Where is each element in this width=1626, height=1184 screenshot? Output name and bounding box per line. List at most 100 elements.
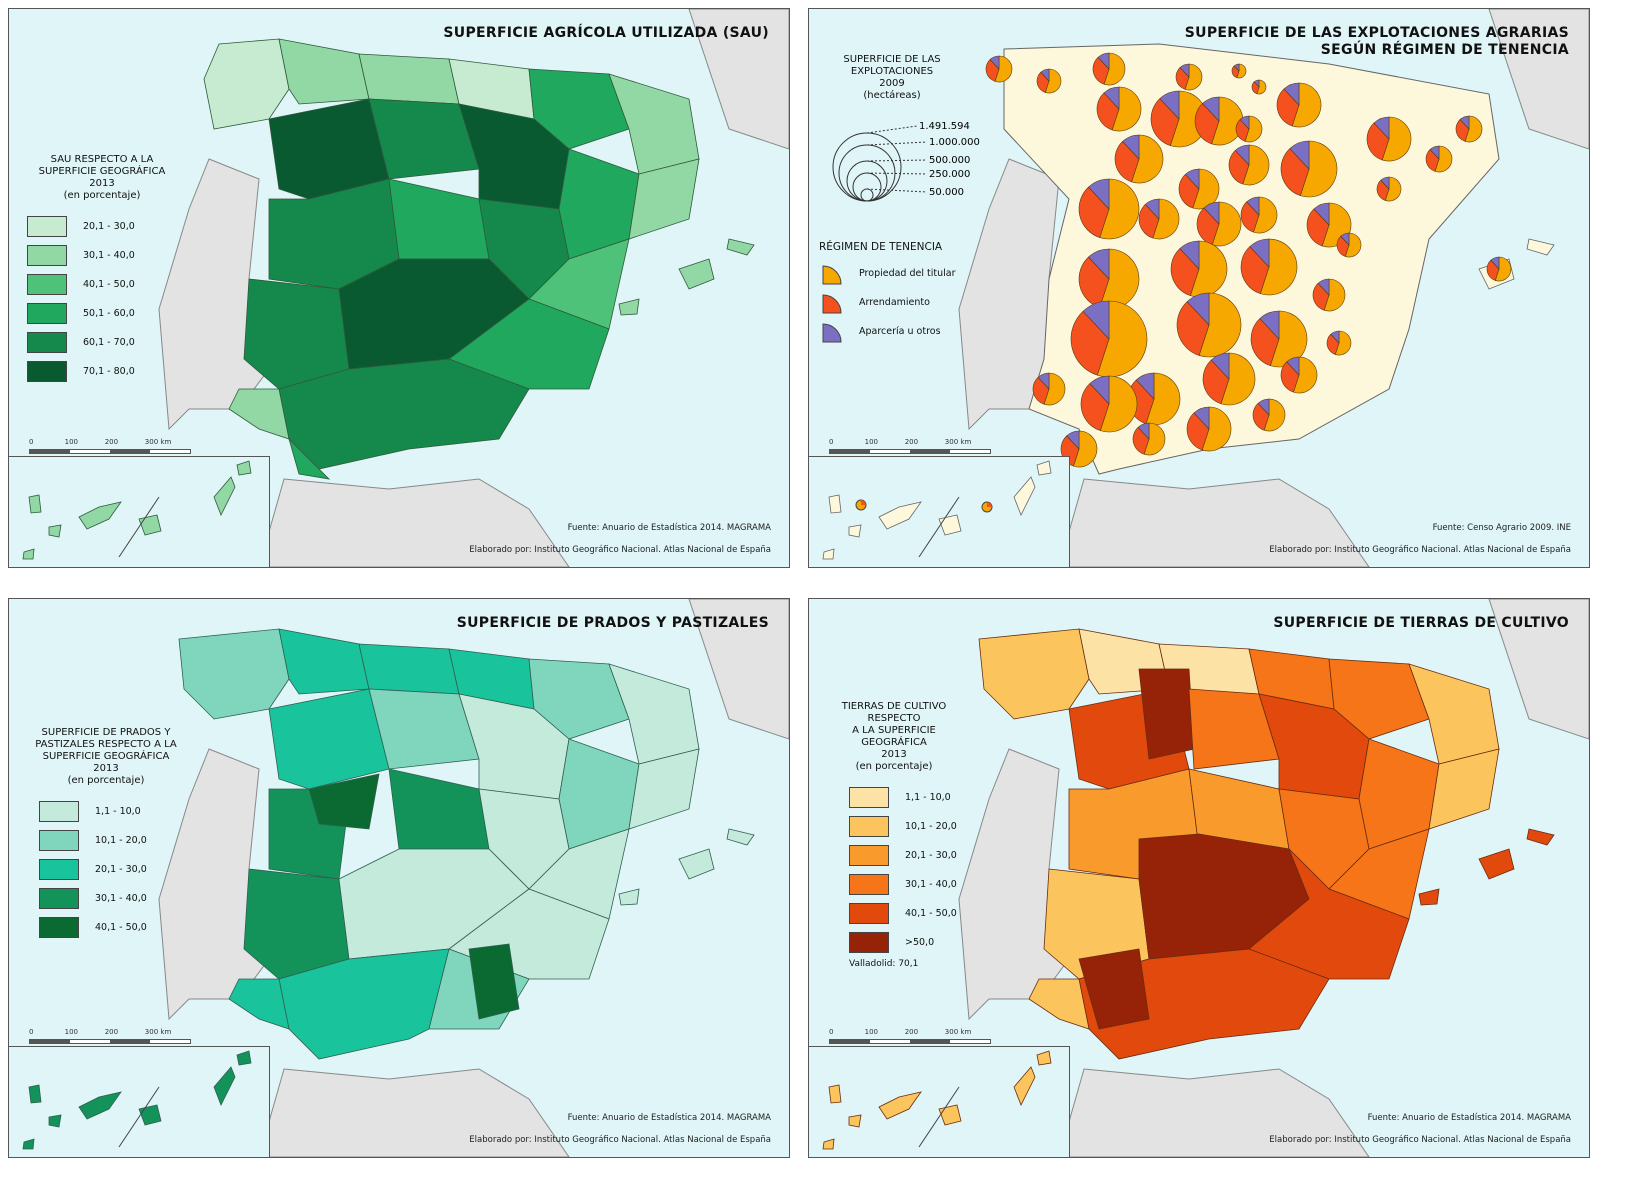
legend-label: Aparcería u otros — [859, 326, 941, 337]
pie-sector — [1099, 375, 1138, 433]
legend-prados: SUPERFICIE DE PRADOS Y PASTIZALES RESPEC… — [21, 727, 191, 942]
pie-sector — [1381, 116, 1412, 162]
pie-sector — [1289, 140, 1310, 170]
map-title: SUPERFICIE DE PRADOS Y PASTIZALES — [456, 615, 769, 631]
pie-sector — [1220, 352, 1256, 406]
pie-sector — [1194, 103, 1220, 145]
pie-sector — [1132, 426, 1150, 455]
legend-row: 30,1 - 40,0 — [849, 870, 969, 899]
pie-sector — [1137, 422, 1150, 440]
size-label: 250.000 — [929, 169, 970, 180]
pie-sector — [1144, 198, 1160, 220]
pie-sector — [1178, 173, 1200, 209]
legend-swatch — [39, 830, 79, 851]
pie-sector — [1242, 144, 1270, 186]
panel-prados: SUPERFICIE DE PRADOS Y PASTIZALES SUPERF… — [8, 598, 790, 1158]
pie-sector — [1186, 292, 1210, 326]
pie-sector — [1330, 330, 1340, 344]
pie-sector — [1092, 56, 1110, 85]
legend-label: 30,1 - 40,0 — [905, 879, 957, 890]
pie-sector — [1211, 201, 1242, 247]
pie-sector — [1099, 178, 1140, 240]
pie-sector — [1373, 116, 1390, 140]
source-text: Fuente: Anuario de Estadística 2014. MAG… — [567, 523, 771, 533]
legend-swatch — [27, 303, 67, 324]
pie-sector — [1032, 376, 1050, 405]
pie-sector — [1455, 119, 1470, 142]
source-text: Fuente: Anuario de Estadística 2014. MAG… — [567, 1113, 771, 1123]
legend-label: 10,1 - 20,0 — [905, 821, 957, 832]
legend-row: Propiedad del titular — [819, 259, 989, 288]
pie-sector — [1380, 176, 1390, 190]
pie-sector — [1336, 235, 1350, 257]
legend-title: SUPERFICIE DE LAS EXPLOTACIONES 2009 (he… — [843, 54, 941, 101]
pie-sector — [1138, 203, 1160, 239]
legend-row: 10,1 - 20,0 — [849, 812, 969, 841]
legend-swatch — [27, 216, 67, 237]
legend-label: >50,0 — [905, 937, 935, 948]
legend-swatch — [849, 874, 889, 895]
pie-sector — [1340, 232, 1350, 246]
canary-inset — [9, 1046, 270, 1157]
pie-sector — [1198, 292, 1242, 358]
pie-sector — [1131, 134, 1164, 184]
pie-sector — [1280, 361, 1300, 393]
legend-row: 30,1 - 40,0 — [27, 241, 177, 270]
pie-sector — [1184, 168, 1200, 190]
legend-label: 1,1 - 10,0 — [905, 792, 951, 803]
pie-sector — [1317, 278, 1330, 296]
legend-row: 1,1 - 10,0 — [849, 783, 969, 812]
legend-label: 1,1 - 10,0 — [95, 806, 141, 817]
pie-sector — [1210, 352, 1230, 380]
legend-label: 40,1 - 50,0 — [95, 922, 147, 933]
pie-sector — [1040, 68, 1050, 82]
pie-sector — [1425, 149, 1440, 172]
pie-sector — [1193, 406, 1210, 430]
legend-swatch — [27, 245, 67, 266]
pie-sector — [985, 59, 1000, 82]
legend-swatch — [39, 888, 79, 909]
pie-sector — [1240, 246, 1270, 295]
legend-title: SUPERFICIE DE PRADOS Y PASTIZALES RESPEC… — [35, 727, 177, 786]
scale-bar: 0 100 200 300 km — [829, 1028, 991, 1044]
legend-label: Propiedad del titular — [859, 268, 956, 279]
panel-cultivo: SUPERFICIE DE TIERRAS DE CULTIVO TIERRAS… — [808, 598, 1590, 1158]
legend-rows: 20,1 - 30,0 30,1 - 40,0 40,1 - 50,0 50,1 - … — [27, 212, 177, 386]
pie-sector — [1313, 202, 1330, 226]
pie-sector — [1252, 402, 1270, 431]
legend-title: RÉGIMEN DE TENENCIA — [819, 241, 943, 253]
pie-sector — [1299, 140, 1338, 198]
pie-sector — [1306, 208, 1330, 247]
pie-sector — [1080, 383, 1110, 432]
pie-sector — [1203, 201, 1220, 225]
legend-row: 70,1 - 80,0 — [27, 357, 177, 386]
pie-sector — [989, 55, 1000, 70]
legend-swatch — [849, 787, 889, 808]
pie-sector — [1078, 186, 1110, 238]
legend-label: 70,1 - 80,0 — [83, 366, 135, 377]
pie-sector-swatch — [822, 293, 842, 313]
pie-sector — [1253, 79, 1260, 88]
pie-sector — [1066, 430, 1080, 450]
pie-sector — [1114, 141, 1140, 183]
legend-label: 20,1 - 30,0 — [95, 864, 147, 875]
legend-row: >50,0 — [849, 928, 969, 957]
map-cultivo — [958, 599, 1589, 1157]
pie-sector — [1233, 63, 1240, 72]
pie-sector — [1246, 196, 1260, 216]
pie-sector — [1201, 406, 1232, 452]
legend-swatch — [849, 845, 889, 866]
pie-sector — [1366, 122, 1390, 161]
pie-sector — [1240, 201, 1260, 233]
legend-size: SUPERFICIE DE LAS EXPLOTACIONES 2009 (he… — [827, 54, 997, 205]
map-title: SUPERFICIE DE LAS EXPLOTACIONES AGRARIAS… — [1184, 25, 1569, 58]
legend-swatch — [27, 361, 67, 382]
pie-sector — [1175, 67, 1190, 90]
legend-note: Valladolid: 70,1 — [849, 959, 919, 969]
scale-bar: 0 100 200 300 km — [29, 1028, 191, 1044]
pie-sector — [1276, 88, 1300, 127]
legend-swatch — [849, 932, 889, 953]
pie-sector — [1269, 310, 1308, 368]
legend-label: 20,1 - 30,0 — [83, 221, 135, 232]
pie-sector — [1228, 149, 1250, 185]
